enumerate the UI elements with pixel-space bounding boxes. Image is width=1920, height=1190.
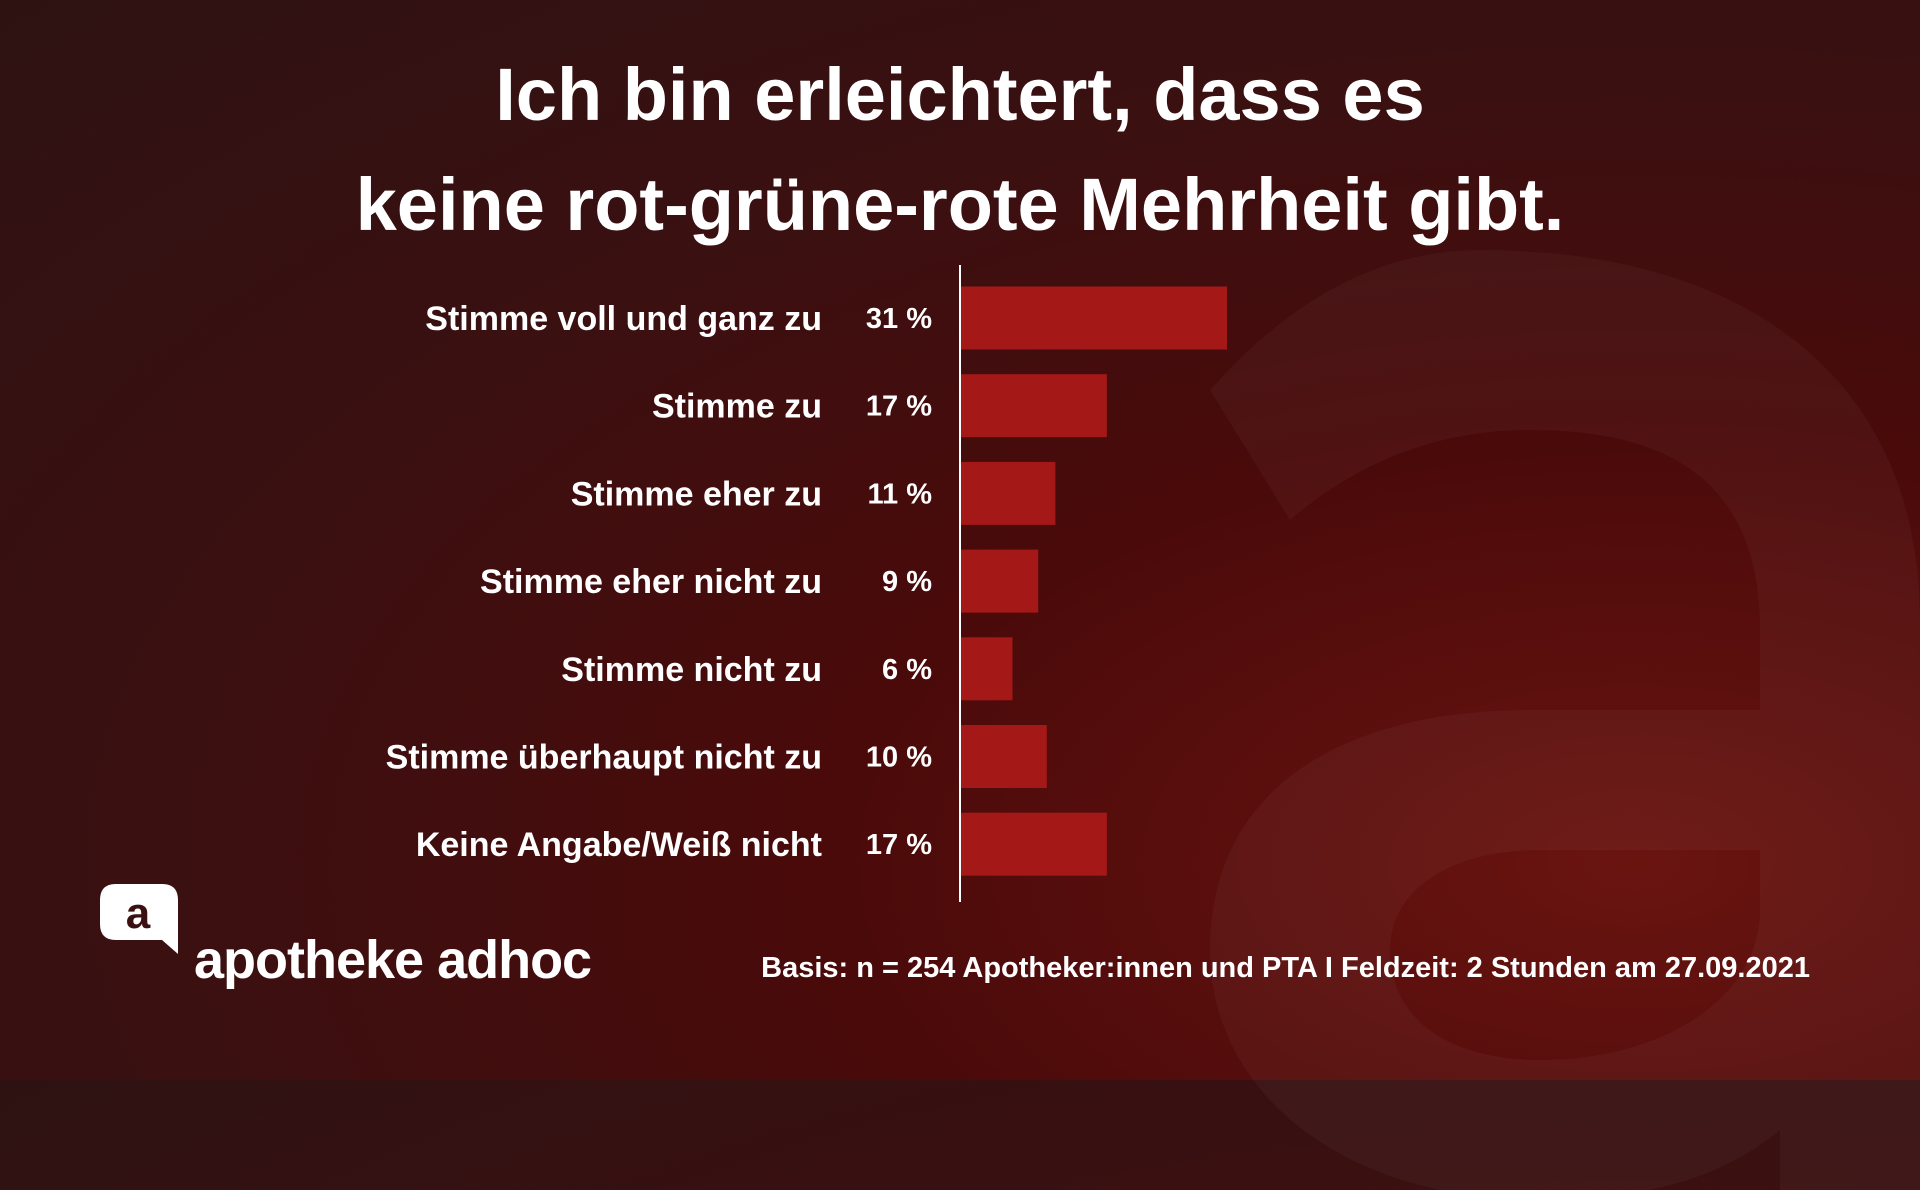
title-line-2: keine rot-grüne-rote Mehrheit gibt. [355,163,1565,246]
bar-2 [961,374,1107,438]
category-label: Stimme voll und ganz zu [425,300,822,338]
bar-7 [961,812,1107,876]
category-label: Keine Angabe/Weiß nicht [416,826,822,864]
brand-name: apotheke adhoc [194,930,592,990]
bar-1 [961,286,1227,350]
bar-5 [961,637,1013,701]
title-line-1: Ich bin erleichtert, dass es [495,53,1425,136]
footnote-basis: Basis: n = 254 Apotheker:innen und PTA I… [761,952,1810,984]
bar-3 [961,461,1056,525]
svg-text:a: a [126,889,151,938]
value-label: 17 % [866,391,932,423]
category-label: Stimme überhaupt nicht zu [386,739,822,777]
chart-title: Ich bin erleichtert, dass es keine rot-g… [0,40,1920,260]
category-label: Stimme nicht zu [561,651,822,689]
bar-chart: Stimme voll und ganz zu 31 % Stimme zu 17 %… [386,286,1227,876]
value-label: 9 % [882,566,932,598]
category-label: Stimme eher zu [571,475,822,513]
category-label: Stimme eher nicht zu [480,563,822,601]
value-label: 6 % [882,654,932,686]
value-label: 17 % [866,829,932,861]
speech-bubble-a-icon: a [100,884,178,954]
value-label: 11 % [868,478,933,510]
bar-4 [961,549,1039,613]
bar-6 [961,725,1047,788]
value-label: 10 % [866,742,932,774]
value-label: 31 % [866,303,932,335]
category-label: Stimme zu [652,388,822,426]
